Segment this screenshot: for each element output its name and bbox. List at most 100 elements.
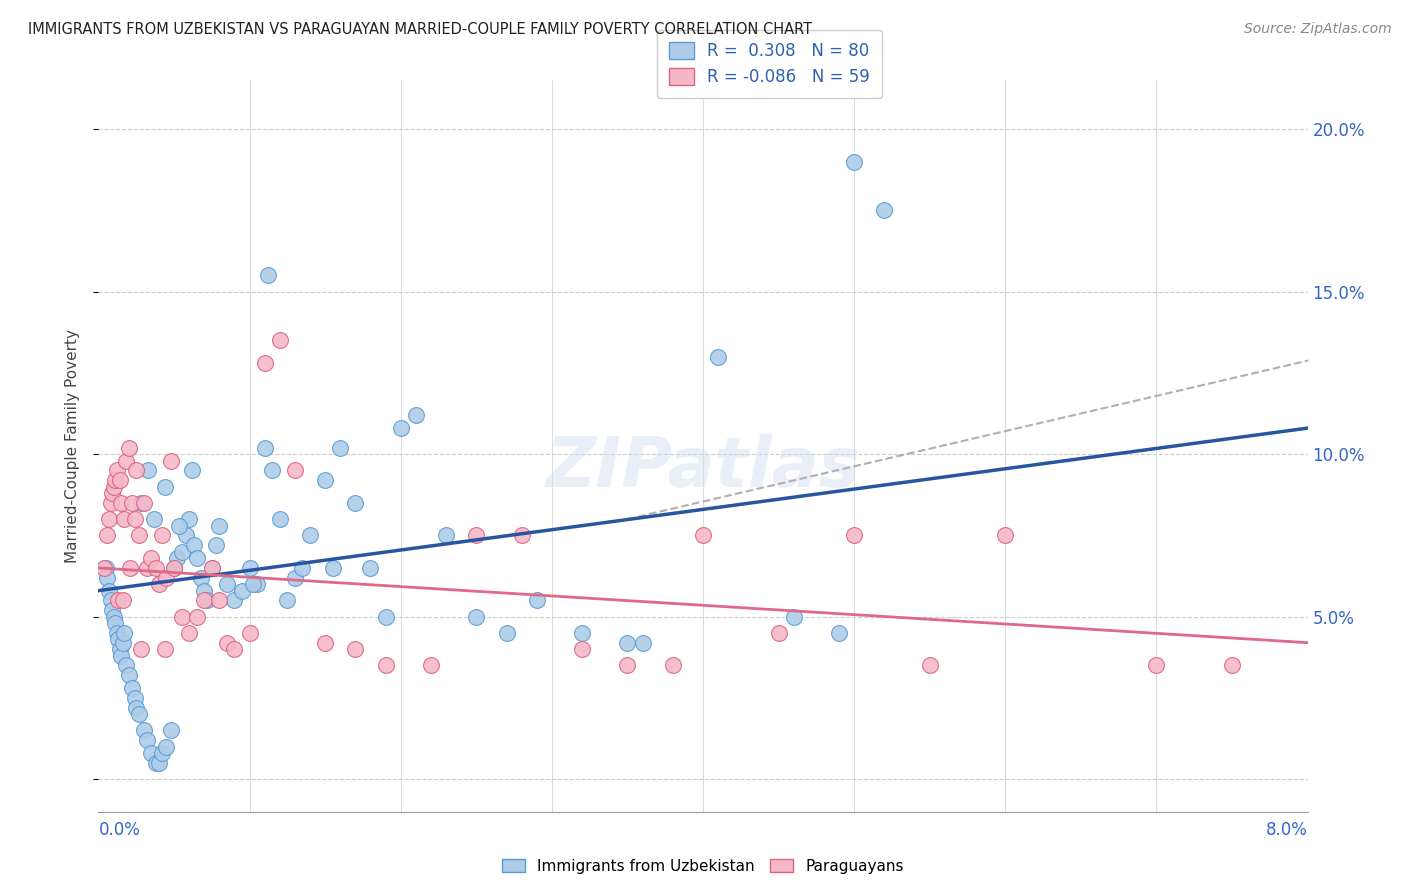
Point [141,746,163,760]
Point [105,463,128,477]
Point [163,561,186,575]
Point [374,658,396,673]
Point [181,463,204,477]
Point [153,480,176,494]
Point [434,528,457,542]
Point [571,626,593,640]
Y-axis label: Married-Couple Family Poverty: Married-Couple Family Poverty [65,329,80,563]
Point [121,681,143,696]
Point [360,561,382,575]
Point [571,642,593,657]
Point [108,642,131,657]
Point [190,571,212,585]
Point [118,668,141,682]
Point [344,642,367,657]
Point [183,538,205,552]
Point [526,593,548,607]
Point [616,658,638,673]
Point [155,739,177,754]
Point [103,609,125,624]
Point [215,635,238,649]
Point [253,356,276,370]
Point [111,593,134,607]
Point [239,561,262,575]
Point [135,733,157,747]
Text: IMMIGRANTS FROM UZBEKISTAN VS PARAGUAYAN MARRIED-COUPLE FAMILY POVERTY CORRELATI: IMMIGRANTS FROM UZBEKISTAN VS PARAGUAYAN… [28,22,813,37]
Point [828,626,851,640]
Point [93,561,115,575]
Point [661,658,683,673]
Text: Source: ZipAtlas.com: Source: ZipAtlas.com [1244,22,1392,37]
Point [256,268,278,283]
Point [145,561,167,575]
Point [150,528,173,542]
Point [118,441,141,455]
Point [101,603,124,617]
Text: 8.0%: 8.0% [1265,822,1308,839]
Point [136,463,159,477]
Point [132,496,155,510]
Point [239,626,262,640]
Point [465,609,488,624]
Point [128,528,150,542]
Point [374,609,396,624]
Point [201,561,224,575]
Point [174,528,197,542]
Point [631,635,654,649]
Point [125,700,148,714]
Point [994,528,1017,542]
Point [873,203,896,218]
Point [129,496,152,510]
Point [132,723,155,738]
Point [124,512,146,526]
Point [145,756,167,770]
Point [782,609,804,624]
Point [389,421,412,435]
Point [143,512,166,526]
Point [179,626,201,640]
Point [195,593,218,607]
Point [510,528,533,542]
Point [314,473,336,487]
Point [155,571,177,585]
Point [186,551,208,566]
Point [291,561,314,575]
Point [299,528,322,542]
Point [344,496,367,510]
Point [163,561,186,575]
Point [707,350,730,364]
Point [114,453,136,467]
Point [420,658,443,673]
Point [186,609,208,624]
Point [1220,658,1243,673]
Point [616,635,638,649]
Text: 0.0%: 0.0% [98,822,141,839]
Point [768,626,790,640]
Point [114,658,136,673]
Point [96,528,118,542]
Point [160,453,183,467]
Point [224,593,246,607]
Point [276,593,298,607]
Point [98,583,121,598]
Point [129,642,152,657]
Point [193,583,215,598]
Point [121,496,143,510]
Point [166,551,188,566]
Point [253,441,276,455]
Point [112,626,135,640]
Point [125,463,148,477]
Point [96,571,118,585]
Point [242,577,264,591]
Point [124,690,146,705]
Point [314,635,336,649]
Point [160,723,183,738]
Point [148,577,170,591]
Point [112,512,135,526]
Point [284,463,307,477]
Point [100,593,122,607]
Point [224,642,246,657]
Point [101,486,124,500]
Point [231,583,253,598]
Point [110,496,132,510]
